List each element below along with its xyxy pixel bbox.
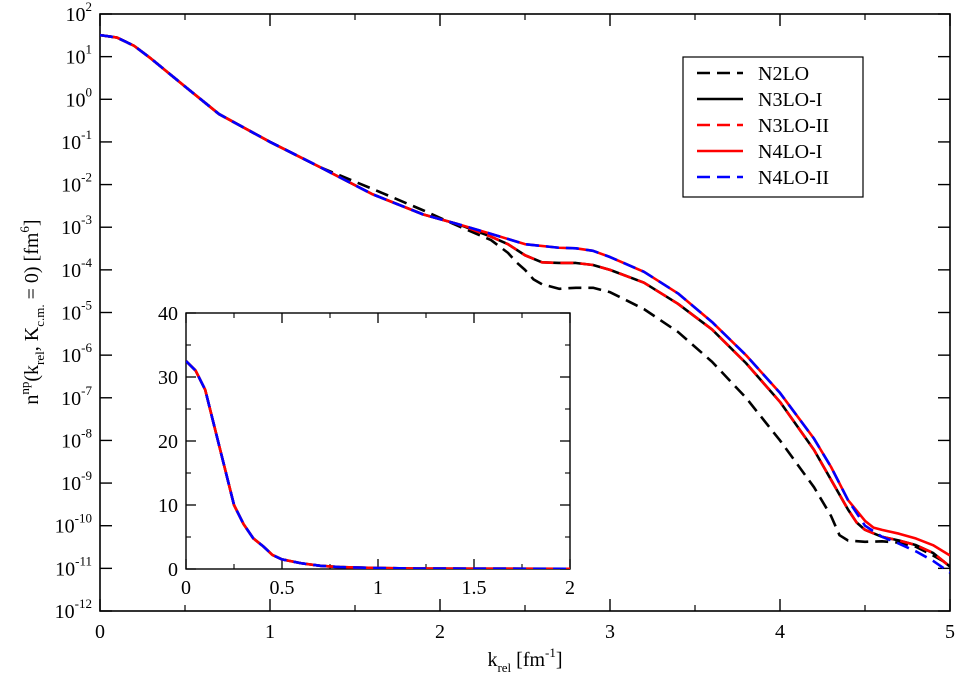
y-tick-label: 10-7 (61, 383, 92, 410)
inset-x-tick-label: 0.5 (270, 577, 295, 599)
y-tick-label: 10-10 (55, 511, 92, 538)
legend-label: N4LO-I (758, 141, 822, 163)
legend-label: N3LO-II (758, 115, 829, 137)
x-tick-labels: 0 1 2 3 4 5 (95, 621, 955, 643)
legend-label: N4LO-II (758, 167, 829, 189)
inset-x-tick-labels: 0 0.5 1 1.5 2 (181, 577, 575, 599)
x-tick-label: 0 (95, 621, 105, 643)
legend-label: N2LO (758, 63, 809, 85)
inset-y-tick-label: 40 (158, 303, 178, 325)
legend-box (682, 56, 864, 198)
y-tick-label: 10-1 (61, 127, 92, 154)
series-line-n4lo-ii (100, 33, 950, 574)
inset-x-tick-label: 1 (373, 577, 383, 599)
y-tick-label: 10-11 (55, 553, 92, 580)
y-tick-label: 10-12 (55, 596, 92, 623)
inset-y-tick-labels: 0 10 20 30 40 (158, 303, 178, 581)
inset-x-tick-label: 2 (565, 577, 575, 599)
y-tick-label: 101 (66, 42, 93, 69)
series-line-n4lo-i (100, 33, 950, 557)
main-ticks (99, 13, 951, 612)
y-tick-label: 10-3 (61, 212, 92, 239)
y-axis-label: nnp(krel, Kc.m. = 0) [fm6] (17, 219, 47, 404)
legend: N2LO N3LO-I N3LO-II N4LO-I N4LO-II (682, 56, 864, 198)
main-series (100, 33, 950, 574)
x-axis-label: krel [fm-1] (487, 645, 562, 675)
inset-y-tick-label: 30 (158, 367, 178, 389)
inset-ticks (185, 312, 571, 570)
inset-x-tick-label: 0 (181, 577, 191, 599)
y-tick-label: 10-5 (61, 298, 92, 325)
inset-chart: 0 0.5 1 1.5 2 0 10 20 30 40 (158, 303, 575, 599)
inset-y-tick-label: 0 (168, 559, 178, 581)
y-tick-label: 10-9 (61, 468, 92, 495)
y-tick-label: 10-4 (61, 255, 92, 282)
y-tick-labels: 10-12 10-11 10-10 10-9 10-8 10-7 10-6 10-5 10-4 1… (55, 0, 93, 623)
inset-series (186, 360, 570, 569)
y-tick-label: 10-6 (61, 340, 92, 367)
inset-y-tick-label: 20 (158, 431, 178, 453)
inset-series-line-n4lo-ii (186, 360, 570, 569)
inset-x-tick-label: 1.5 (462, 577, 487, 599)
y-tick-label: 102 (66, 0, 93, 26)
y-tick-label: 100 (66, 84, 93, 111)
x-tick-label: 3 (605, 621, 615, 643)
x-tick-label: 5 (945, 621, 955, 643)
series-line-n3lo-ii (100, 33, 950, 568)
x-tick-label: 2 (435, 621, 445, 643)
y-tick-label: 10-2 (61, 170, 92, 197)
y-tick-label: 10-8 (61, 425, 92, 452)
legend-entries: N2LO N3LO-I N3LO-II N4LO-I N4LO-II (697, 63, 829, 189)
inset-y-tick-label: 10 (158, 495, 178, 517)
x-tick-label: 1 (265, 621, 275, 643)
x-tick-label: 4 (775, 621, 785, 643)
inset-plot-frame (185, 312, 571, 570)
legend-label: N3LO-I (758, 89, 822, 111)
